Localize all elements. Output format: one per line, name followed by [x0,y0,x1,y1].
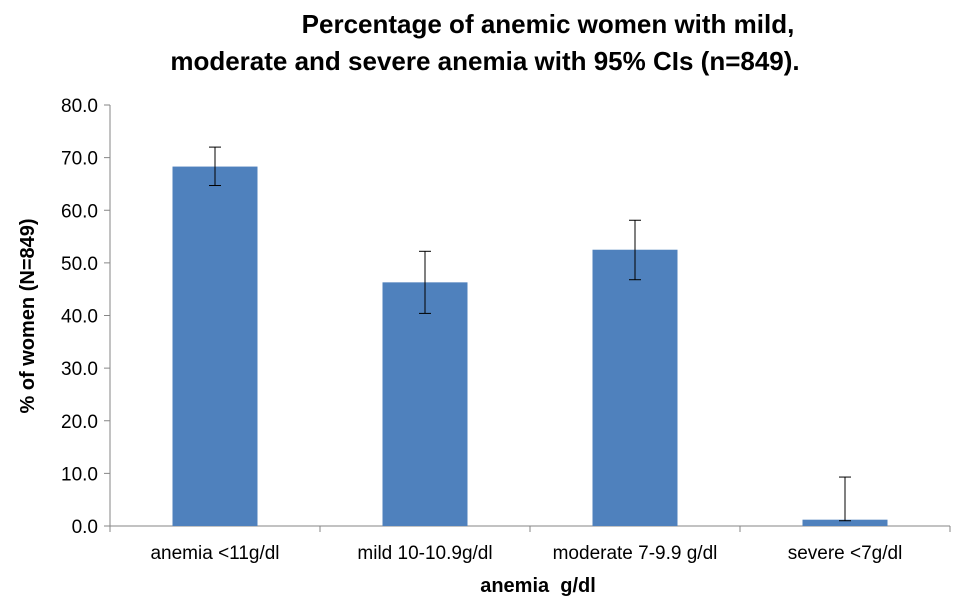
x-category-label: anemia <11g/dl [150,543,279,564]
chart-title-line-1: Percentage of anemic women with mild, [302,9,795,39]
x-category-label: severe <7g/dl [788,543,903,564]
bar [382,282,468,526]
chart-title-line-2: moderate and severe anemia with 95% CIs … [170,46,799,76]
y-tick-label: 80.0 [61,96,98,117]
bar [172,166,258,527]
chart-title: Percentage of anemic women with mild, mo… [170,9,799,76]
y-tick-label: 10.0 [61,464,98,485]
bar [802,519,888,526]
y-tick-label: 30.0 [61,359,98,380]
y-tick-label: 40.0 [61,307,98,328]
plot-area: 0.0 10.0 20.0 30.0 40.0 50.0 60.0 70.0 80.0 anemi… [61,96,951,564]
bar [592,249,678,526]
y-tick-label: 50.0 [61,254,98,275]
y-axis-title: % of women (N=849) [17,218,39,413]
y-tick-label: 60.0 [61,201,98,222]
y-tick-label: 70.0 [61,149,98,170]
x-category-label: mild 10-10.9g/dl [357,543,492,564]
x-axis-title: anemia g/dl [480,575,596,597]
y-tick-label: 20.0 [61,412,98,433]
y-tick-label: 0.0 [72,517,98,538]
x-category-label: moderate 7-9.9 g/dl [553,543,718,564]
